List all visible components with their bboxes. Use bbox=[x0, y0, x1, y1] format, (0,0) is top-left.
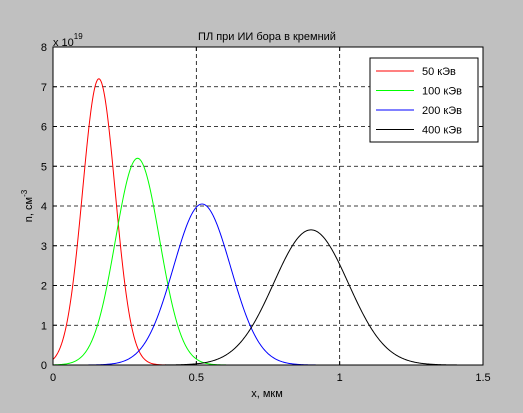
y-tick-label: 0 bbox=[41, 360, 47, 372]
legend-label-2: 100 кЭв bbox=[422, 86, 462, 98]
y-tick-label: 7 bbox=[41, 82, 47, 94]
y-tick-label: 8 bbox=[41, 42, 47, 54]
x-tick-label: 1.5 bbox=[475, 372, 490, 384]
y-label-sup: -3 bbox=[20, 189, 29, 197]
x-axis-label: x, мкм bbox=[251, 388, 283, 400]
legend-label-1: 50 кЭв bbox=[422, 66, 456, 78]
y-tick-label: 4 bbox=[41, 201, 47, 213]
y-tick-label: 6 bbox=[41, 122, 47, 134]
x-tick-label: 0 bbox=[50, 372, 56, 384]
legend-box bbox=[369, 57, 479, 143]
x-tick-label: 1 bbox=[337, 372, 343, 384]
y-exponent-power: 19 bbox=[74, 32, 83, 41]
x-tick-label: 0.5 bbox=[189, 372, 204, 384]
y-exponent-base: x 10 bbox=[53, 37, 74, 49]
y-axis-label: n, см-3 bbox=[20, 189, 35, 222]
legend-label-4: 400 кЭв bbox=[422, 125, 462, 137]
y-tick-label: 3 bbox=[41, 241, 47, 253]
y-label-main: n, см bbox=[23, 197, 35, 222]
axis-ticks: 0 0.5 1 1.5 0 1 2 3 4 5 6 7 8 bbox=[41, 42, 491, 384]
y-tick-label: 2 bbox=[41, 281, 47, 293]
y-axis-exponent: x 1019 bbox=[53, 32, 83, 49]
legend-entries: 50 кЭв 100 кЭв 200 кЭв 400 кЭв bbox=[376, 66, 462, 137]
y-tick-label: 1 bbox=[41, 320, 47, 332]
legend-label-3: 200 кЭв bbox=[422, 105, 462, 117]
legend[interactable]: 50 кЭв 100 кЭв 200 кЭв 400 кЭв bbox=[369, 57, 479, 143]
y-tick-label: 5 bbox=[41, 161, 47, 173]
chart-title: ПЛ при ИИ бора в кремний bbox=[198, 31, 336, 43]
